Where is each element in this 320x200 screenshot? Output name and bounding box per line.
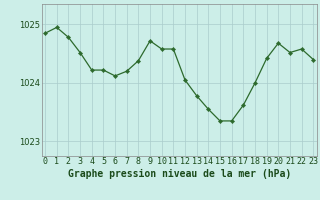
X-axis label: Graphe pression niveau de la mer (hPa): Graphe pression niveau de la mer (hPa) <box>68 169 291 179</box>
